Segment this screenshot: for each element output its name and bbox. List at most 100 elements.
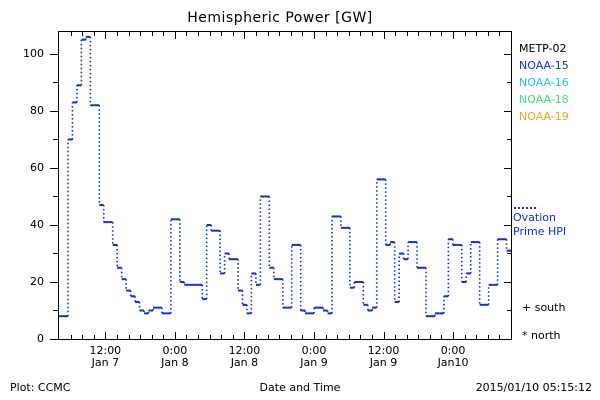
x-tick-mark	[128, 31, 130, 36]
x-tick-mark	[128, 335, 130, 340]
x-tick-label: 0:00 Jan 8	[161, 344, 189, 369]
x-axis-label: Date and Time	[259, 381, 341, 394]
y-tick-mark	[50, 339, 58, 340]
x-tick-mark	[140, 31, 142, 36]
x-tick-mark	[429, 31, 431, 36]
y-tick-mark	[50, 281, 58, 283]
y-tick-mark	[50, 110, 58, 112]
y-tick-mark	[50, 167, 58, 169]
x-tick-mark	[82, 31, 84, 36]
x-tick-mark	[232, 31, 234, 36]
ovation-legend-entry: Ovation Prime HPI	[513, 207, 600, 239]
plot-area	[58, 31, 512, 340]
y-tick-mark	[53, 139, 58, 141]
y-tick-label: 0	[37, 332, 44, 345]
legend-item-noaa-19[interactable]: NOAA-19	[519, 110, 569, 123]
x-tick-mark	[93, 31, 95, 36]
x-tick-mark	[418, 31, 420, 36]
footer-timestamp: 2015/01/10 05:15:12	[475, 381, 592, 394]
x-tick-label: 12:00 Jan 8	[228, 344, 261, 369]
y-tick-mark	[50, 224, 58, 226]
x-tick-mark	[453, 332, 455, 340]
x-tick-mark	[221, 31, 223, 36]
x-tick-mark	[163, 335, 165, 340]
ovation-line-swatch	[514, 207, 536, 209]
x-tick-mark	[267, 31, 269, 36]
y-tick-mark	[507, 310, 512, 312]
x-tick-mark	[429, 335, 431, 340]
x-tick-mark	[325, 335, 327, 340]
y-tick-label: 100	[23, 46, 44, 60]
x-tick-mark	[244, 31, 246, 39]
x-tick-mark	[174, 31, 176, 39]
x-tick-mark	[174, 332, 176, 340]
x-tick-mark	[395, 31, 397, 36]
x-tick-mark	[232, 335, 234, 340]
legend: METP-02 NOAA-15 NOAA-16 NOAA-18 NOAA-19	[519, 40, 600, 125]
y-tick-mark	[507, 82, 512, 84]
x-tick-mark	[383, 332, 385, 340]
page-title: Hemispheric Power [GW]	[187, 10, 373, 26]
x-tick-mark	[256, 335, 258, 340]
legend-item-noaa-18[interactable]: NOAA-18	[519, 93, 569, 106]
x-tick-mark	[290, 31, 292, 36]
y-tick-mark	[507, 196, 512, 198]
x-tick-mark	[151, 335, 153, 340]
x-tick-mark	[383, 31, 385, 39]
x-tick-mark	[499, 335, 501, 340]
x-tick-mark	[406, 31, 408, 36]
x-tick-mark	[105, 31, 107, 39]
x-tick-mark	[209, 335, 211, 340]
x-tick-mark	[163, 31, 165, 36]
x-tick-mark	[256, 31, 258, 36]
x-tick-label: 0:00 Jan10	[437, 344, 469, 369]
x-tick-label: 12:00 Jan 9	[367, 344, 400, 369]
x-tick-mark	[279, 335, 281, 340]
x-tick-mark	[116, 335, 118, 340]
x-tick-mark	[116, 31, 118, 36]
x-tick-mark	[313, 31, 315, 39]
legend-item-metp-02[interactable]: METP-02	[519, 42, 567, 55]
x-tick-mark	[371, 335, 373, 340]
x-tick-mark	[105, 332, 107, 340]
x-tick-mark	[464, 335, 466, 340]
marker-legend-north: * north	[522, 329, 561, 342]
y-tick-label: 20	[30, 274, 44, 288]
y-tick-label: 40	[30, 217, 44, 231]
x-tick-mark	[360, 335, 362, 340]
x-tick-mark	[337, 335, 339, 340]
x-tick-mark	[464, 31, 466, 36]
x-tick-mark	[244, 332, 246, 340]
ovation-label-line1: Ovation	[513, 211, 556, 224]
x-tick-mark	[267, 335, 269, 340]
y-tick-mark	[53, 253, 58, 255]
x-tick-mark	[82, 335, 84, 340]
y-tick-mark	[504, 167, 512, 169]
x-tick-mark	[302, 335, 304, 340]
x-tick-mark	[290, 335, 292, 340]
legend-item-noaa-16[interactable]: NOAA-16	[519, 76, 569, 89]
x-tick-mark	[441, 335, 443, 340]
x-tick-mark	[348, 335, 350, 340]
x-tick-mark	[93, 335, 95, 340]
x-tick-mark	[487, 31, 489, 36]
x-tick-mark	[221, 335, 223, 340]
y-tick-label: 80	[30, 103, 44, 117]
x-tick-mark	[418, 335, 420, 340]
y-tick-label: 60	[30, 160, 44, 174]
x-tick-label: 0:00 Jan 9	[300, 344, 328, 369]
x-tick-mark	[140, 335, 142, 340]
x-tick-mark	[487, 335, 489, 340]
x-tick-mark	[395, 335, 397, 340]
y-tick-mark	[504, 53, 512, 55]
x-tick-mark	[337, 31, 339, 36]
x-tick-mark	[453, 31, 455, 39]
x-tick-mark	[279, 31, 281, 36]
x-tick-mark	[209, 31, 211, 36]
x-tick-mark	[406, 335, 408, 340]
legend-item-noaa-15[interactable]: NOAA-15	[519, 59, 569, 72]
x-tick-label: 12:00 Jan 7	[89, 344, 122, 369]
y-tick-mark	[504, 224, 512, 226]
y-tick-mark	[53, 82, 58, 84]
y-tick-mark	[504, 339, 512, 340]
